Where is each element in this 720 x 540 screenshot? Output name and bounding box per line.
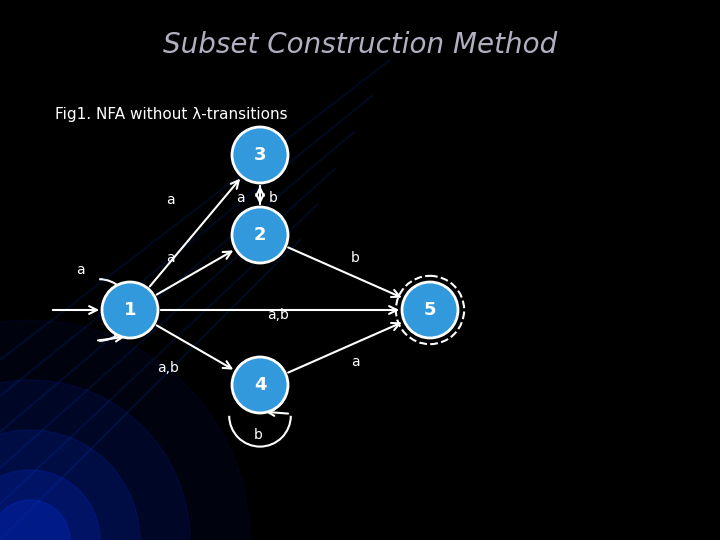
Circle shape — [0, 470, 100, 540]
Circle shape — [232, 127, 288, 183]
Text: Fig1. NFA without λ-transitions: Fig1. NFA without λ-transitions — [55, 107, 287, 123]
Text: a: a — [351, 355, 359, 369]
Text: b: b — [269, 191, 277, 205]
Text: b: b — [351, 251, 359, 265]
Text: 2: 2 — [253, 226, 266, 244]
Text: 5: 5 — [424, 301, 436, 319]
Circle shape — [0, 380, 190, 540]
Text: 3: 3 — [253, 146, 266, 164]
Circle shape — [0, 500, 70, 540]
Text: 1: 1 — [124, 301, 136, 319]
Text: a: a — [166, 193, 174, 207]
Text: 4: 4 — [253, 376, 266, 394]
Text: a,b: a,b — [267, 308, 289, 322]
Text: a: a — [76, 263, 84, 277]
Circle shape — [0, 320, 250, 540]
Text: Subset Construction Method: Subset Construction Method — [163, 31, 557, 59]
Text: a: a — [166, 251, 174, 265]
Text: b: b — [253, 428, 262, 442]
Circle shape — [232, 357, 288, 413]
Text: a: a — [235, 191, 244, 205]
Circle shape — [402, 282, 458, 338]
Circle shape — [102, 282, 158, 338]
Circle shape — [232, 207, 288, 263]
Circle shape — [0, 430, 140, 540]
Text: a,b: a,b — [157, 361, 179, 375]
